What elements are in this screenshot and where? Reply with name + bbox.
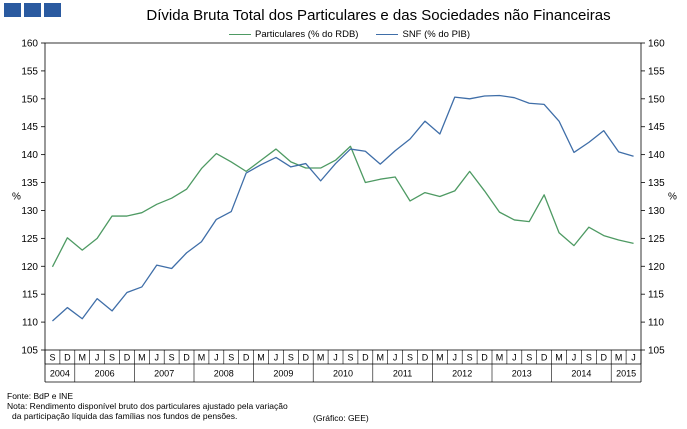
x-tick-label: J (393, 353, 398, 363)
legend-swatch-particulares (229, 34, 251, 35)
year-label: 2007 (154, 369, 174, 379)
legend-label-particulares: Particulares (% do RDB) (255, 29, 359, 40)
x-tick-label: S (228, 353, 234, 363)
y-tick-label-left: 160 (21, 39, 38, 50)
x-tick-label: M (615, 353, 623, 363)
x-tick-label: S (526, 353, 532, 363)
y-tick-label-left: 150 (21, 94, 38, 105)
x-tick-label: M (436, 353, 444, 363)
y-tick-label-left: 105 (21, 346, 38, 357)
legend-swatch-snf (376, 34, 399, 35)
x-tick-label: M (138, 353, 146, 363)
y-tick-label-left: 120 (21, 262, 38, 273)
y-axis-label-left: % (12, 191, 21, 202)
legend-item-particulares: Particulares (% do RDB) (229, 29, 358, 40)
year-label: 2014 (571, 369, 591, 379)
x-tick-label: M (317, 353, 325, 363)
x-tick-label: D (64, 353, 71, 363)
x-tick-label: D (422, 353, 429, 363)
gee-logo-icon (4, 3, 61, 17)
x-tick-label: S (407, 353, 413, 363)
logo-block (24, 3, 41, 17)
year-label: 2004 (50, 369, 70, 379)
y-axis-label-right: % (668, 191, 677, 202)
plot-area (44, 42, 642, 351)
y-tick-label-left: 140 (21, 150, 38, 161)
legend-item-snf: SNF (% do PIB) (376, 29, 470, 40)
x-tick-label: D (183, 353, 190, 363)
y-tick-label-left: 130 (21, 206, 38, 217)
x-tick-label: D (303, 353, 310, 363)
logo-block (44, 3, 61, 17)
y-tick-label-right: 115 (648, 290, 664, 301)
year-label: 2012 (452, 369, 472, 379)
x-tick-label: D (243, 353, 250, 363)
chart-title: Dívida Bruta Total dos Particulares e da… (146, 7, 611, 24)
x-tick-label: M (257, 353, 265, 363)
year-label: 2009 (273, 369, 293, 379)
x-tick-label: S (49, 353, 55, 363)
x-tick-label: S (467, 353, 473, 363)
y-tick-label-right: 135 (648, 178, 665, 189)
y-tick-label-left: 115 (22, 290, 38, 301)
year-label: 2006 (95, 369, 115, 379)
year-label: 2010 (333, 369, 353, 379)
logo-block (4, 3, 21, 17)
y-tick-label-left: 125 (21, 234, 38, 245)
x-tick-label: J (95, 353, 100, 363)
chart-footer: Fonte: BdP e INE Nota: Rendimento dispon… (7, 391, 288, 421)
y-tick-label-left: 145 (21, 122, 38, 133)
x-tick-label: S (109, 353, 115, 363)
y-tick-label-right: 145 (648, 122, 665, 133)
x-tick-label: D (601, 353, 608, 363)
y-tick-label-left: 110 (22, 318, 38, 329)
note-line-2: da participação líquida das famílias nos… (12, 411, 238, 421)
x-tick-label: M (198, 353, 206, 363)
year-label: 2011 (393, 369, 412, 379)
y-tick-label-left: 155 (21, 66, 38, 77)
x-tick-label: J (572, 353, 577, 363)
x-tick-label: D (481, 353, 488, 363)
x-tick-label: M (555, 353, 563, 363)
x-tick-label: S (169, 353, 175, 363)
x-tick-label: J (453, 353, 458, 363)
y-tick-label-right: 160 (648, 39, 665, 50)
x-tick-label: S (288, 353, 294, 363)
x-tick-label: J (214, 353, 219, 363)
x-tick-label: S (347, 353, 353, 363)
x-tick-label: J (631, 353, 636, 363)
chart-legend: Particulares (% do RDB) SNF (% do PIB) (229, 29, 470, 40)
legend-label-snf: SNF (% do PIB) (402, 29, 471, 40)
x-tick-label: J (333, 353, 338, 363)
x-tick-label: J (274, 353, 279, 363)
y-tick-label-right: 150 (648, 94, 665, 105)
x-tick-label: D (362, 353, 369, 363)
y-tick-label-right: 140 (648, 150, 665, 161)
line-chart: 105 105 110 110 115 115 120 120 125 125 130 130 135 1… (12, 39, 677, 383)
chart-credit: (Gráfico: GEE) (313, 413, 369, 423)
y-tick-label-right: 155 (648, 66, 665, 77)
x-tick-label: M (496, 353, 504, 363)
x-tick-label: D (541, 353, 548, 363)
year-label: 2008 (214, 369, 234, 379)
series-line-particulares (51, 145, 634, 268)
y-tick-label-right: 130 (648, 206, 665, 217)
x-tick-label: J (512, 353, 517, 363)
y-tick-label-left: 135 (21, 178, 38, 189)
y-tick-label-right: 120 (648, 262, 665, 273)
x-tick-label: M (79, 353, 87, 363)
y-tick-label-right: 105 (648, 346, 665, 357)
y-tick-label-right: 125 (648, 234, 665, 245)
source-note: Fonte: BdP e INE (7, 391, 73, 401)
year-label: 2013 (512, 369, 532, 379)
x-tick-label: M (377, 353, 385, 363)
note-line-1: Nota: Rendimento disponível bruto dos pa… (7, 401, 288, 411)
x-tick-label: J (155, 353, 160, 363)
y-tick-label-right: 110 (648, 318, 664, 329)
year-label: 2015 (616, 369, 636, 379)
x-tick-label: S (586, 353, 592, 363)
x-tick-label: D (124, 353, 131, 363)
series-line-snf (52, 94, 634, 322)
